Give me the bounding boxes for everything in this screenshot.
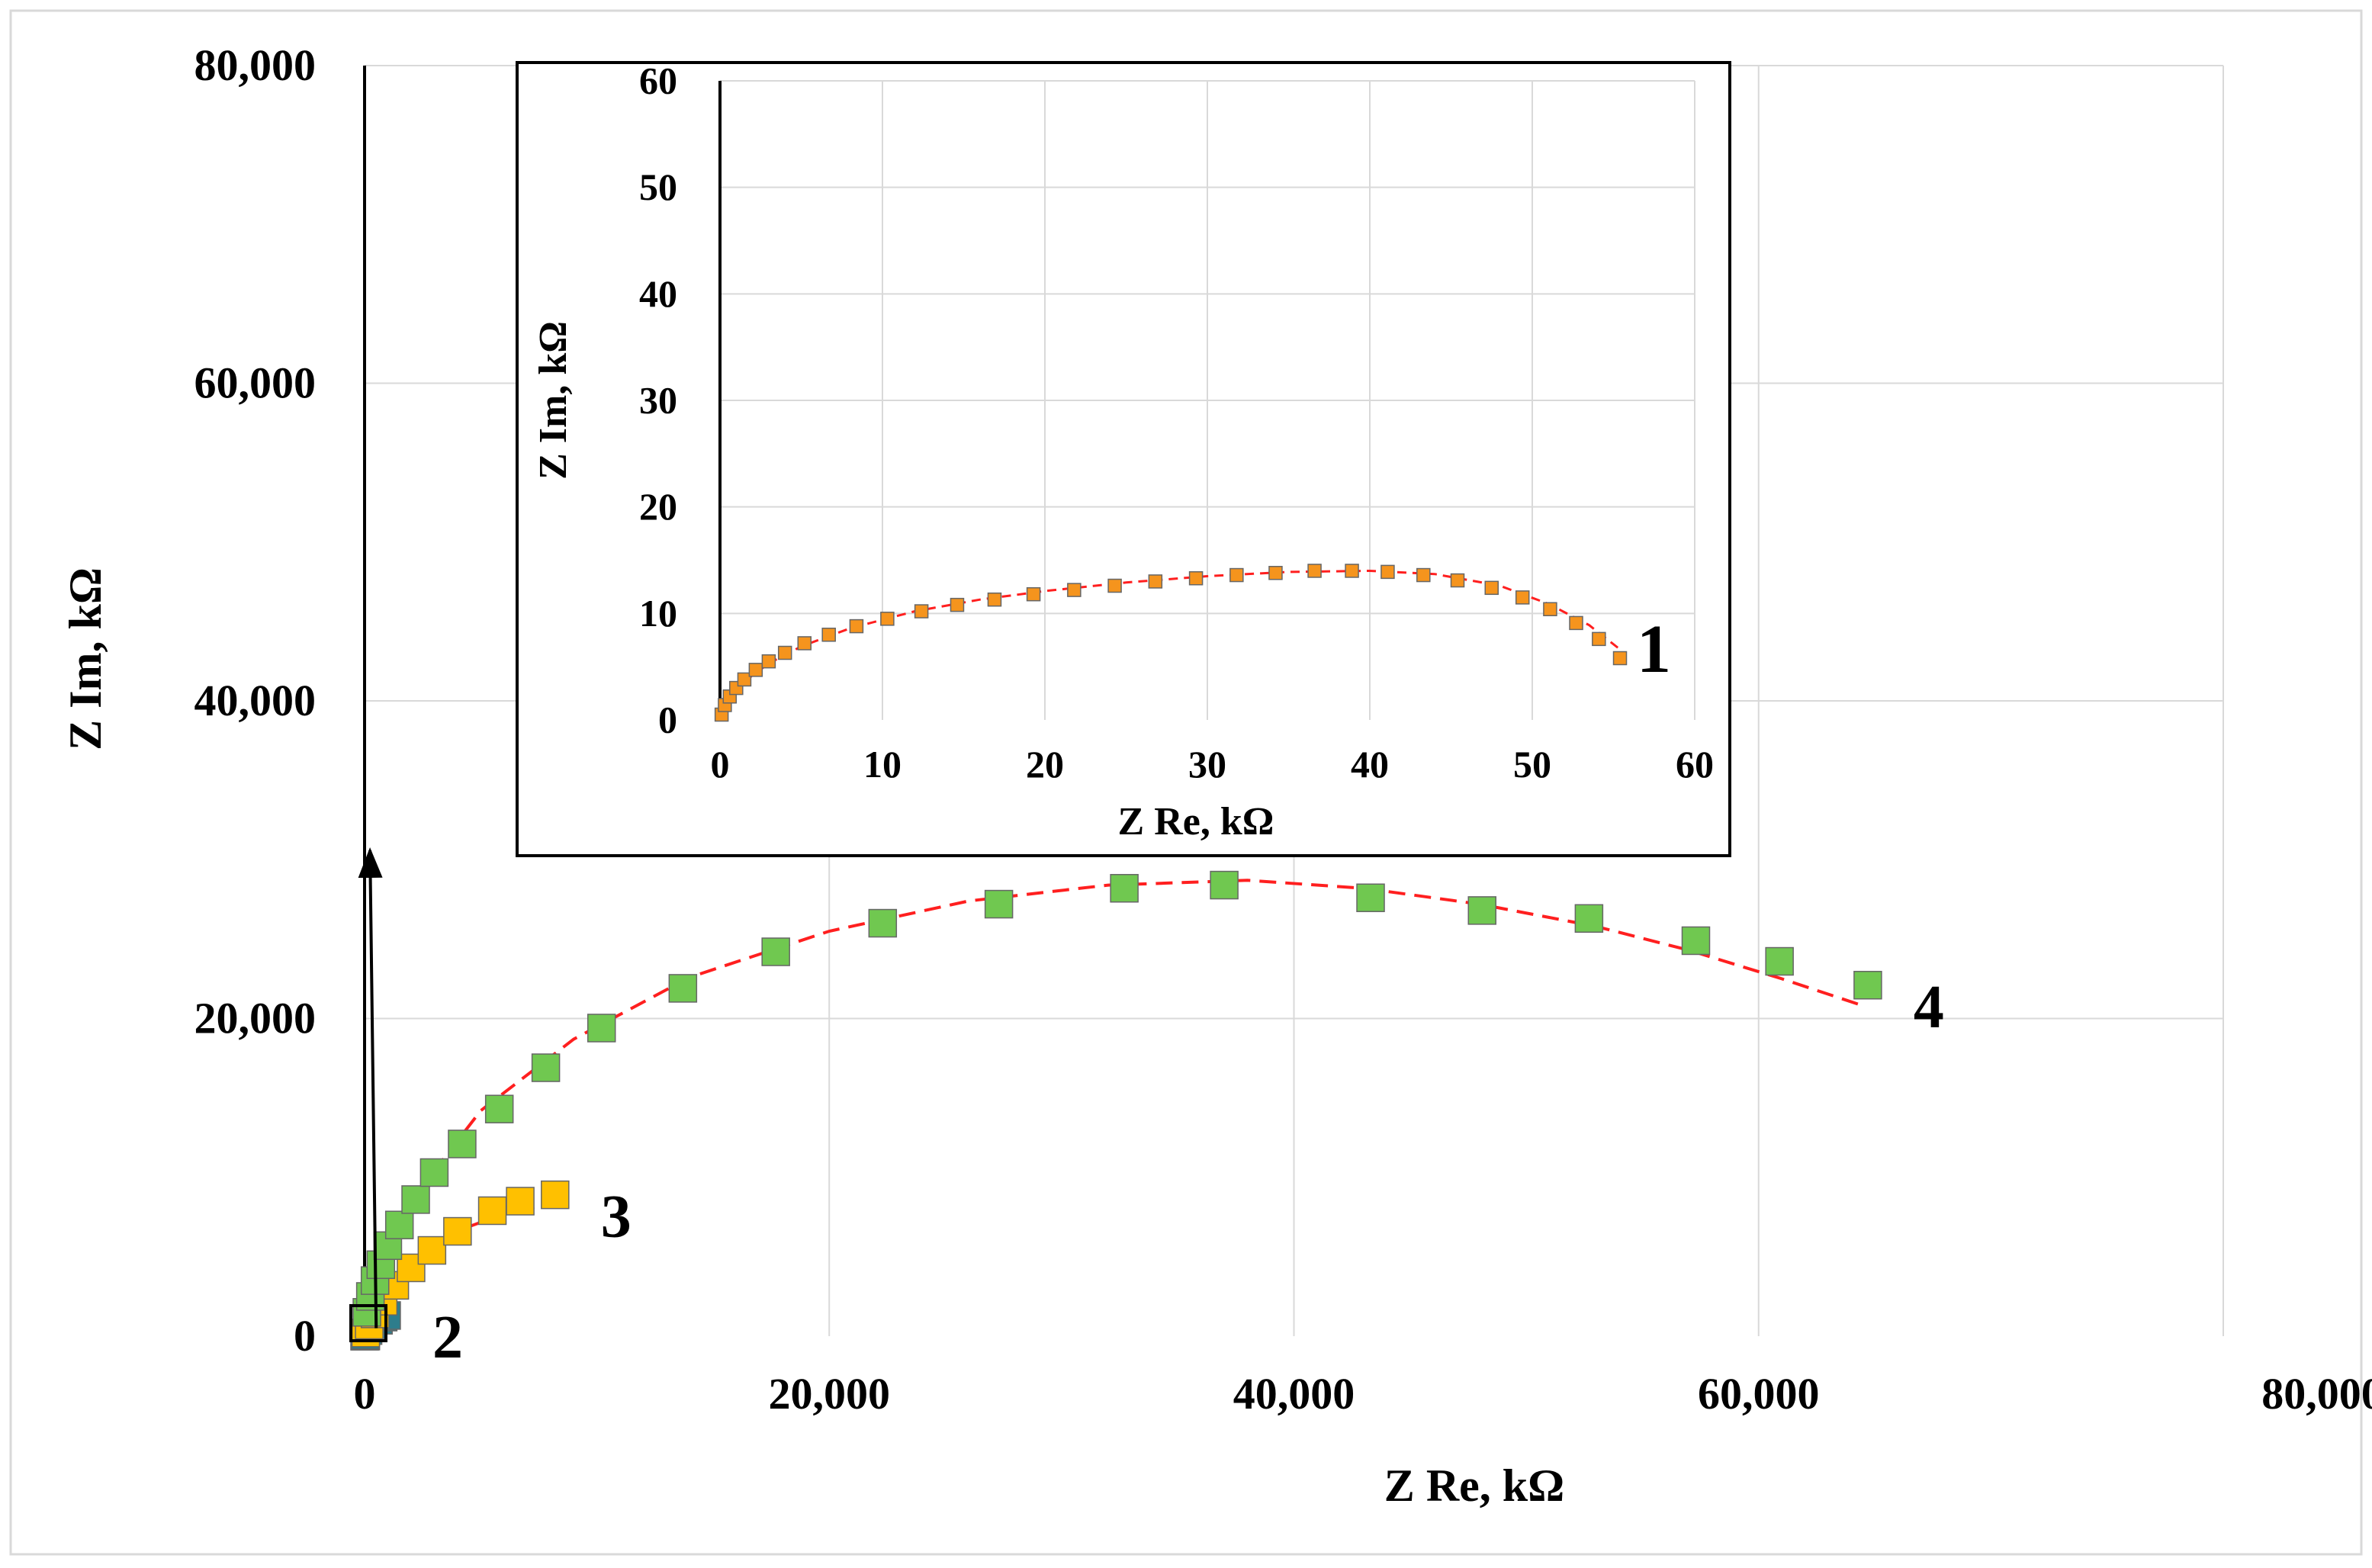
main-y-tick-label: 20,000 — [194, 994, 317, 1043]
inset-point-series-1 — [749, 664, 762, 676]
inset-point-series-1 — [1516, 591, 1529, 604]
inset-x-axis-label: Z Re, kΩ — [1118, 800, 1274, 843]
main-point-series-4 — [1575, 904, 1602, 932]
main-point-series-4 — [588, 1014, 615, 1042]
main-point-series-3 — [542, 1181, 569, 1209]
inset-x-tick-label: 20 — [1026, 743, 1064, 786]
main-y-tick-label: 80,000 — [194, 40, 317, 90]
main-x-tick-label: 0 — [354, 1369, 376, 1419]
inset-y-tick-label: 60 — [639, 59, 677, 102]
main-series-labels: 2 3 4 — [432, 974, 1944, 1371]
main-point-series-4 — [669, 975, 696, 1002]
inset-y-axis-label: Z Im, kΩ — [532, 321, 575, 480]
inset-x-tick-label: 0 — [711, 743, 730, 786]
main-fit-curve-4 — [369, 880, 1863, 1313]
main-series-label-4: 4 — [1914, 974, 1944, 1041]
inset-series-label-1: 1 — [1637, 612, 1671, 687]
inset-point-series-1 — [1593, 632, 1605, 645]
main-data-points — [351, 872, 1882, 1350]
inset-point-series-1 — [1544, 602, 1557, 615]
main-point-series-4 — [420, 1159, 448, 1187]
main-y-tick-label: 60,000 — [194, 358, 317, 408]
inset-point-series-1 — [762, 655, 775, 668]
inset-chart: 0 10 20 30 40 50 60 0 10 20 30 40 50 60 Z Re, kΩ Z Im… — [517, 59, 1730, 856]
inset-frame — [517, 63, 1730, 856]
main-point-series-4 — [985, 891, 1013, 918]
inset-point-series-1 — [1027, 588, 1040, 601]
main-y-tick-label: 40,000 — [194, 676, 317, 725]
main-point-series-4 — [1468, 897, 1496, 924]
main-point-series-4 — [1110, 875, 1138, 902]
inset-point-series-1 — [915, 605, 928, 618]
inset-point-series-1 — [1108, 580, 1121, 593]
inset-point-series-1 — [779, 647, 792, 660]
inset-y-tick-label: 40 — [639, 272, 677, 315]
main-point-series-3 — [444, 1218, 471, 1245]
inset-y-tick-label: 0 — [658, 699, 677, 741]
main-point-series-4 — [532, 1054, 560, 1081]
inset-x-tick-label: 30 — [1188, 743, 1226, 786]
main-point-series-4 — [869, 910, 896, 937]
inset-point-series-1 — [1451, 574, 1464, 587]
main-point-series-3 — [506, 1187, 534, 1215]
main-point-series-4 — [402, 1186, 429, 1213]
inset-x-tick-label: 40 — [1351, 743, 1389, 786]
main-point-series-4 — [1683, 927, 1710, 954]
inset-point-series-1 — [1381, 565, 1394, 578]
inset-point-series-1 — [881, 612, 894, 625]
inset-point-series-1 — [798, 637, 811, 650]
inset-point-series-1 — [1417, 569, 1430, 582]
inset-point-series-1 — [822, 628, 835, 641]
main-point-series-4 — [1854, 972, 1882, 999]
inset-point-series-1 — [850, 620, 863, 633]
inset-point-series-1 — [1570, 616, 1583, 629]
inset-y-tick-label: 50 — [639, 165, 677, 208]
main-fit-curves — [365, 880, 1863, 1336]
inset-point-series-1 — [1345, 564, 1358, 577]
main-point-series-4 — [762, 938, 789, 966]
inset-point-series-1 — [1149, 575, 1162, 588]
main-y-axis-label: Z Im, kΩ — [60, 567, 111, 750]
main-point-series-4 — [1766, 948, 1793, 975]
inset-point-series-1 — [1614, 651, 1627, 664]
main-x-tick-label: 60,000 — [1698, 1369, 1820, 1419]
main-x-tick-label: 20,000 — [769, 1369, 891, 1419]
main-point-series-4 — [1210, 872, 1238, 899]
inset-point-series-1 — [1068, 583, 1081, 596]
main-x-tick-label: 80,000 — [2261, 1369, 2372, 1419]
inset-point-series-1 — [1230, 569, 1243, 582]
main-point-series-4 — [448, 1130, 476, 1158]
main-y-tick-label: 0 — [294, 1311, 316, 1361]
inset-point-series-1 — [1308, 564, 1321, 577]
inset-y-tick-label: 10 — [639, 592, 677, 635]
main-x-tick-label: 40,000 — [1233, 1369, 1355, 1419]
inset-point-series-1 — [1485, 581, 1498, 594]
inset-point-series-1 — [950, 599, 963, 612]
inset-x-tick-label: 10 — [863, 743, 902, 786]
inset-y-tick-label: 30 — [639, 379, 677, 422]
main-point-series-3 — [418, 1237, 445, 1264]
inset-x-tick-label: 50 — [1513, 743, 1551, 786]
main-point-series-4 — [486, 1095, 513, 1123]
main-series-label-2: 2 — [432, 1304, 463, 1371]
main-series-label-3: 3 — [601, 1184, 632, 1251]
inset-series-labels: 1 — [1637, 612, 1671, 687]
inset-point-series-1 — [988, 593, 1001, 606]
inset-x-tick-label: 60 — [1676, 743, 1714, 786]
main-point-series-3 — [479, 1197, 506, 1224]
main-point-series-4 — [386, 1211, 413, 1239]
main-point-series-4 — [1357, 884, 1384, 911]
inset-y-tick-label: 20 — [639, 485, 677, 528]
inset-point-series-1 — [1190, 572, 1203, 585]
inset-point-series-1 — [1269, 567, 1282, 580]
main-x-axis-label: Z Re, kΩ — [1384, 1460, 1564, 1511]
